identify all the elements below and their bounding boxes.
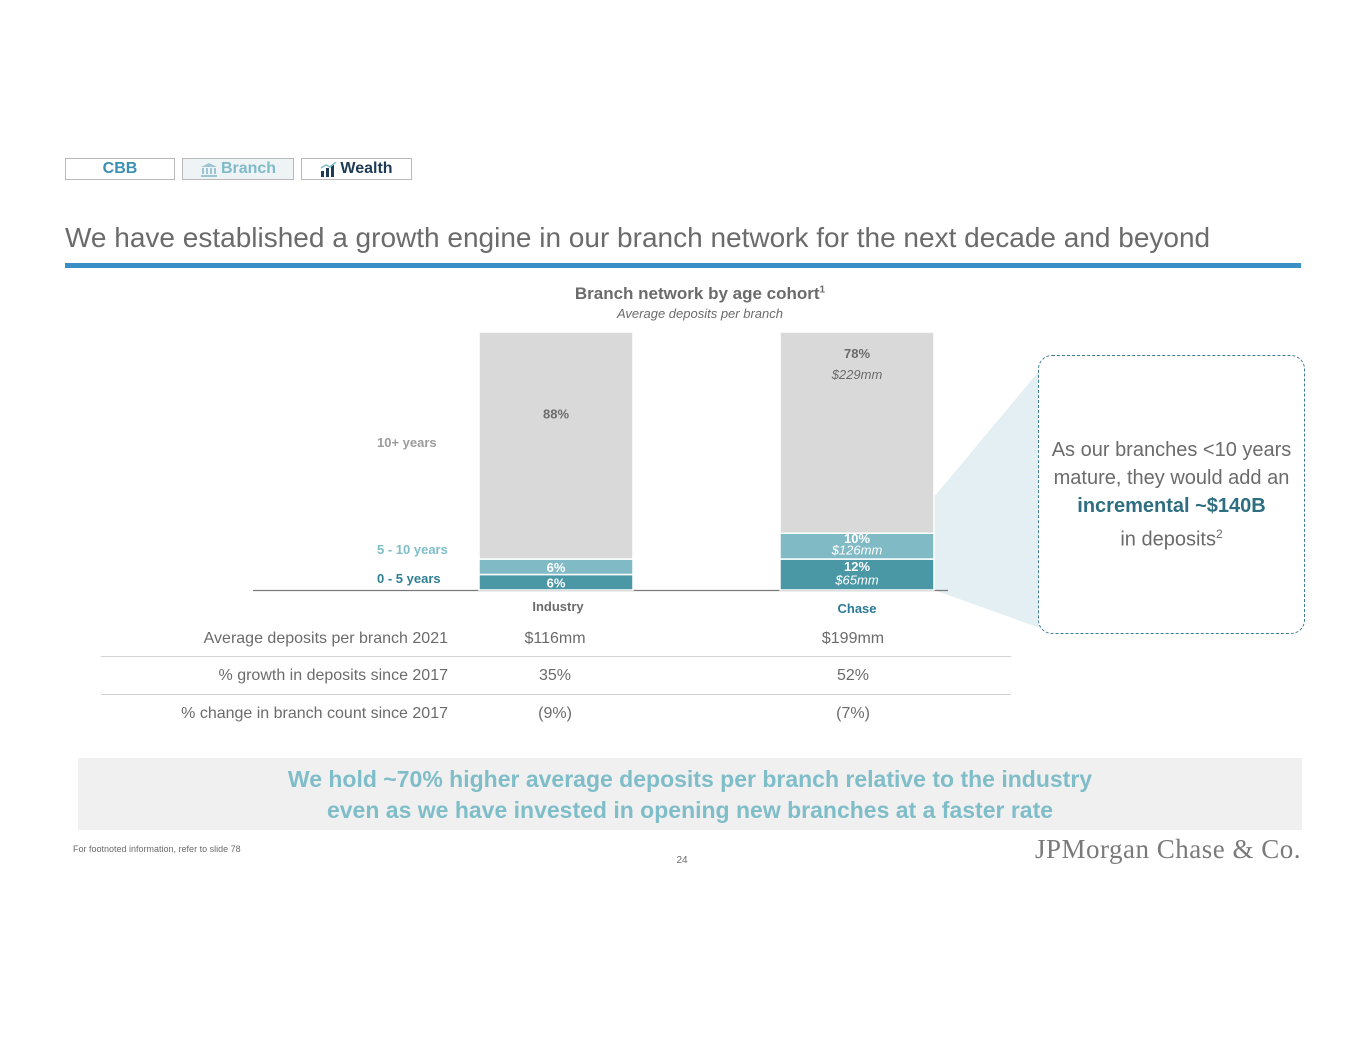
jpmorgan-logo: JPMorgan Chase & Co. <box>1034 834 1301 864</box>
growth-chart-icon <box>320 161 337 177</box>
tab-wealth-label: Wealth <box>340 160 393 177</box>
stat-chase-avg-deposits: $199mm <box>821 630 885 647</box>
banner-line1: We hold ~70% higher average deposits per… <box>287 766 1093 792</box>
stat-label-branch-count: % change in branch count since 2017 <box>181 705 448 722</box>
stat-label-deposit-growth: % growth in deposits since 2017 <box>218 667 448 684</box>
row-divider <box>101 694 1011 695</box>
bar-label-industry-2: 88% <box>543 406 569 421</box>
bar-label-chase-1: 10% <box>844 531 870 546</box>
bar-segment-industry-2 <box>478 331 634 560</box>
bar-segment-chase-0 <box>779 558 935 591</box>
callout-footnote: 2 <box>1215 526 1223 541</box>
callout-line1: As our branches <10 years mature, they w… <box>1051 438 1292 489</box>
category-label-industry: Industry <box>532 599 584 614</box>
stat-industry-deposit-growth: 35% <box>538 667 572 684</box>
series-label-2: 10+ years <box>377 435 437 450</box>
bar-amount-chase-2: $229mm <box>831 367 883 382</box>
tab-branch[interactable]: Branch <box>182 158 294 180</box>
chart-title: Branch network by age cohort1 <box>400 284 1000 304</box>
category-label-chase: Chase <box>837 601 876 616</box>
stat-chase-deposit-growth: 52% <box>836 667 870 684</box>
bar-amount-chase-1: $126mm <box>831 542 883 557</box>
tab-wealth[interactable]: Wealth <box>301 158 412 180</box>
bank-building-icon <box>200 162 218 177</box>
footnote: For footnoted information, refer to slid… <box>73 844 241 854</box>
tab-cbb-label: CBB <box>102 160 138 177</box>
bar-label-chase-2: 78% <box>844 346 870 361</box>
chart-title-footnote: 1 <box>819 284 826 296</box>
bar-label-industry-1: 6% <box>547 560 566 575</box>
title-divider <box>65 263 1301 268</box>
callout-box: As our branches <10 years mature, they w… <box>1038 355 1305 634</box>
callout-line2: in deposits <box>1120 528 1216 551</box>
stat-industry-avg-deposits: $116mm <box>524 630 586 647</box>
row-divider <box>101 656 1011 657</box>
callout-highlight: incremental ~$140B <box>1077 494 1266 517</box>
bar-segment-chase-1 <box>779 532 935 560</box>
callout-text: As our branches <10 years mature, they w… <box>1047 436 1296 554</box>
series-label-1: 5 - 10 years <box>377 542 448 557</box>
bar-amount-chase-0: $65mm <box>834 572 879 587</box>
chart-title-text: Branch network by age cohort <box>574 284 820 303</box>
tab-cbb[interactable]: CBB <box>65 158 175 180</box>
chart-subtitle: Average deposits per branch <box>617 306 783 321</box>
tab-branch-label: Branch <box>220 160 277 177</box>
bar-label-chase-0: 12% <box>844 559 870 574</box>
page-number: 24 <box>676 855 688 866</box>
callout-connector <box>934 370 1040 628</box>
stat-label-avg-deposits: Average deposits per branch 2021 <box>203 630 448 647</box>
page-title: We have established a growth engine in o… <box>65 222 1211 253</box>
bar-label-industry-0: 6% <box>547 575 566 590</box>
stat-industry-branch-count: (9%) <box>538 705 572 722</box>
key-takeaway-banner: We hold ~70% higher average deposits per… <box>78 758 1302 830</box>
banner-line2: even as we have invested in opening new … <box>326 797 1054 823</box>
series-label-0: 0 - 5 years <box>377 571 441 586</box>
bar-segment-chase-2 <box>779 331 935 534</box>
stat-chase-branch-count: (7%) <box>836 705 870 722</box>
